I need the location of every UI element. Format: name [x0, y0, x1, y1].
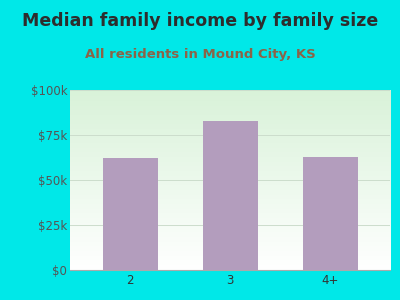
Bar	[102, 158, 158, 270]
Bar	[302, 157, 358, 270]
Text: All residents in Mound City, KS: All residents in Mound City, KS	[85, 48, 315, 61]
Text: Median family income by family size: Median family income by family size	[22, 12, 378, 30]
Bar	[202, 121, 258, 270]
